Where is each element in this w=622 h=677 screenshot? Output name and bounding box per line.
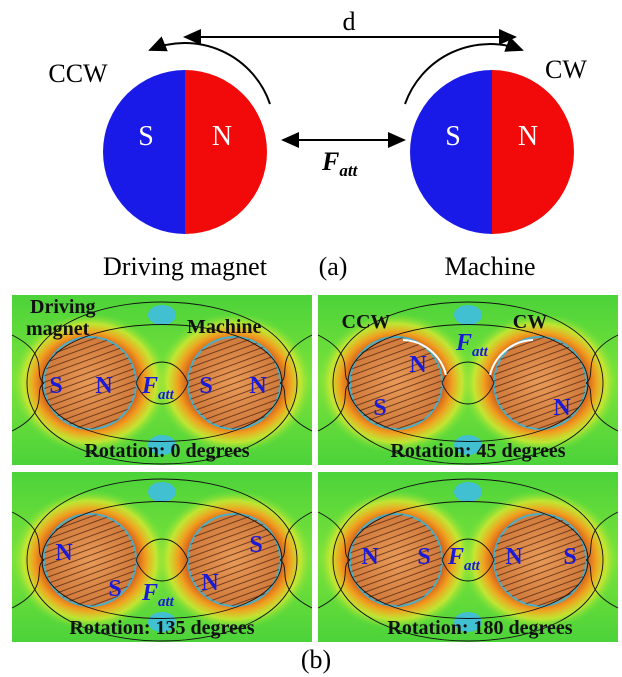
panel-label: Machine (187, 316, 262, 338)
panel-label: magnet (26, 318, 90, 340)
right-north-half (492, 70, 574, 234)
right-south-half (410, 70, 492, 234)
pole-label: S (49, 373, 62, 399)
pole-label: S (249, 532, 262, 558)
force-label: Fatt (321, 147, 359, 180)
force-symbol: F (447, 544, 464, 570)
panel-45deg: CCW CW N S N Fatt Rotation: 45 degrees (318, 295, 618, 465)
force-subscript: att (158, 594, 175, 610)
rotation-label: Rotation: 45 degrees (390, 440, 565, 462)
page: d CCW CW S N S N Fatt Driving magnet (a)… (0, 0, 622, 677)
force-symbol: F (321, 147, 339, 176)
pole-label: N (55, 540, 73, 566)
pole-label: S (563, 544, 576, 570)
pole-label: N (505, 544, 523, 570)
pole-label: N (249, 373, 267, 399)
machine-label: Machine (445, 252, 536, 281)
pole-label: N (518, 121, 538, 152)
force-subscript: att (158, 387, 175, 403)
rotation-label: Rotation: 135 degrees (69, 617, 254, 639)
force-subscript: att (472, 344, 489, 360)
ccw-label: CCW (48, 59, 108, 88)
force-subscript: att (464, 558, 481, 574)
force-symbol: F (455, 330, 472, 356)
pole-label: S (373, 395, 386, 421)
pole-label: S (108, 576, 121, 602)
driving-magnet-label: Driving magnet (103, 252, 268, 281)
caption-b: (b) (301, 645, 331, 674)
distance-label: d (343, 7, 356, 36)
force-symbol: F (141, 580, 158, 606)
rotation-label: Rotation: 0 degrees (84, 440, 249, 462)
panel-180deg: N S N S Fatt Rotation: 180 degrees (318, 472, 618, 642)
panel-label: CW (513, 311, 547, 333)
left-north-half (185, 70, 267, 234)
panel-135deg: N S S N Fatt Rotation: 135 degrees (12, 472, 312, 642)
pole-label: S (417, 544, 430, 570)
pole-label: N (553, 395, 571, 421)
cw-label: CW (545, 55, 587, 84)
pole-label: S (138, 121, 154, 152)
force-symbol: F (141, 373, 158, 399)
pole-label: N (201, 570, 219, 596)
pole-label: N (409, 352, 427, 378)
panel-label: Driving (30, 296, 96, 318)
panel-0deg: Driving magnet Machine S N S N Fatt Rota… (12, 295, 312, 465)
panel-label: CCW (342, 311, 391, 333)
rotation-label: Rotation: 180 degrees (387, 617, 572, 639)
pole-label: S (199, 373, 212, 399)
pole-label: N (212, 121, 232, 152)
pole-label: N (361, 544, 379, 570)
caption-a: (a) (319, 252, 348, 281)
pole-label: N (95, 373, 113, 399)
left-south-half (103, 70, 185, 234)
pole-label: S (445, 121, 461, 152)
force-subscript: att (339, 161, 358, 180)
figure: d CCW CW S N S N Fatt Driving magnet (a)… (0, 0, 622, 677)
